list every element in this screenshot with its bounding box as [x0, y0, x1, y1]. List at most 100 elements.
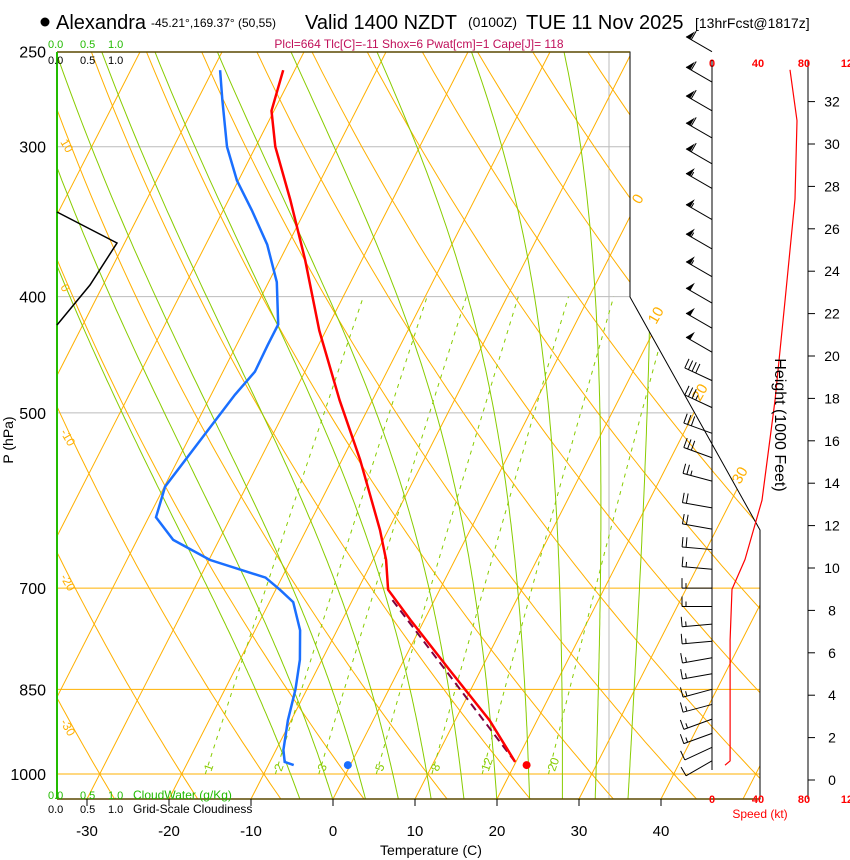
wind-barb [685, 89, 713, 112]
barb-flag [679, 702, 684, 713]
barb-half [685, 691, 688, 697]
wind-panel: 0246810121416182022242628303200404080801… [679, 30, 850, 806]
p-tick-label: 300 [19, 140, 46, 157]
barb-half [685, 723, 689, 729]
barb-flag [681, 492, 685, 503]
barb-pennant [686, 143, 695, 152]
p-tick-label: 1000 [10, 767, 46, 784]
isotherm-line [86, 52, 469, 799]
mixing-ratio-label: 2 [271, 762, 287, 773]
wind-barb [680, 633, 713, 645]
speed-tick-label: 80 [798, 58, 810, 70]
utc-time: (0100Z) [468, 14, 517, 30]
dry-adiabat [256, 52, 760, 799]
barb-pennant [686, 331, 695, 340]
barb-staff [683, 447, 713, 459]
forecast-info: [13hrFcst@1817z] [695, 15, 810, 31]
wind-barb [683, 413, 713, 434]
mixing-ratio-line [274, 296, 428, 775]
barb-half [690, 202, 695, 208]
height-tick-label: 26 [824, 221, 840, 237]
wind-barb [680, 746, 713, 761]
barb-flag [685, 537, 688, 548]
parcel-line [389, 596, 516, 763]
surface-dewpoint-dot [343, 761, 352, 770]
barb-staff [682, 623, 713, 628]
cw-tick: 1.0 [108, 39, 123, 51]
x-tick-label: 20 [489, 823, 506, 840]
barb-flag [684, 358, 690, 369]
cl-tick: 0.0 [48, 55, 63, 67]
barb-flag [687, 439, 692, 450]
wind-barb [680, 653, 713, 664]
x-tick-label: 0 [329, 823, 337, 840]
wind-barb [685, 142, 713, 165]
barb-flag [687, 387, 694, 397]
speed-axis-label: Speed (kt) [732, 807, 787, 821]
barb-staff [685, 233, 713, 250]
barb-staff [685, 336, 713, 353]
barb-flag [690, 30, 697, 40]
height-tick-label: 16 [824, 433, 840, 449]
barb-flag [680, 616, 683, 627]
height-tick-label: 20 [824, 348, 840, 364]
mixing-ratio-label: 12 [478, 755, 496, 773]
indices: Plcl=664 Tlc[C]=-11 Shox=6 Pwat[cm]=1 Ca… [274, 37, 563, 51]
wind-barb [684, 385, 713, 409]
wind-barb [685, 282, 713, 304]
cl-tick: 1.0 [108, 804, 123, 816]
p-tick-label: 850 [19, 682, 46, 699]
barb-staff [684, 394, 713, 409]
barb-staff [683, 718, 713, 730]
cw-tick: 1.0 [108, 790, 123, 802]
barb-flag [679, 719, 685, 730]
dry-adiabat [57, 52, 282, 799]
speed-tick-label: 40 [752, 794, 764, 806]
barb-flag [685, 493, 689, 504]
wind-barb [681, 578, 712, 589]
barb-staff [682, 673, 713, 680]
wind-barb [682, 463, 713, 482]
barb-flag [690, 117, 697, 127]
wind-barb [681, 596, 712, 607]
barb-staff [682, 657, 713, 664]
mixing-ratio-label: 8 [428, 762, 444, 773]
dry-adiabat [57, 52, 199, 799]
station-bullet [40, 17, 50, 27]
barb-flag [679, 687, 684, 698]
barb-flag [691, 389, 697, 399]
cl-tick: 0.5 [80, 804, 95, 816]
barb-flag [687, 414, 692, 425]
x-axis-label: Temperature (C) [380, 842, 482, 858]
height-tick-label: 4 [828, 687, 836, 703]
p-tick-label: 250 [19, 45, 46, 62]
wind-barb [685, 331, 713, 353]
wind-barb [680, 669, 713, 680]
mixing-ratio-line [481, 296, 615, 775]
height-tick-label: 32 [824, 94, 840, 110]
barb-staff [682, 502, 713, 509]
p-tick-label: 500 [19, 406, 46, 423]
dry-adiabat [57, 52, 116, 799]
height-tick-label: 30 [824, 136, 840, 152]
x-tick-label: 30 [571, 823, 588, 840]
wind-barb [679, 718, 713, 730]
barb-staff [685, 261, 713, 278]
barb-flag [691, 362, 697, 372]
barb-flag [683, 413, 688, 424]
p-tick-label: 400 [19, 290, 46, 307]
moist-adiabat [627, 52, 651, 799]
wind-barb [685, 307, 713, 329]
barb-staff [684, 367, 713, 382]
background-lines [57, 52, 760, 799]
surface-temperature-dot [522, 761, 531, 770]
barb-half [695, 395, 699, 401]
isotherm-label: 0 [629, 191, 648, 207]
moist-adiabat [97, 52, 399, 799]
speed-tick-label: 120 [841, 794, 850, 806]
wind-barb [679, 732, 713, 745]
barb-flag [690, 142, 697, 153]
dry-adiabat [587, 52, 760, 799]
wind-barb [681, 556, 713, 570]
